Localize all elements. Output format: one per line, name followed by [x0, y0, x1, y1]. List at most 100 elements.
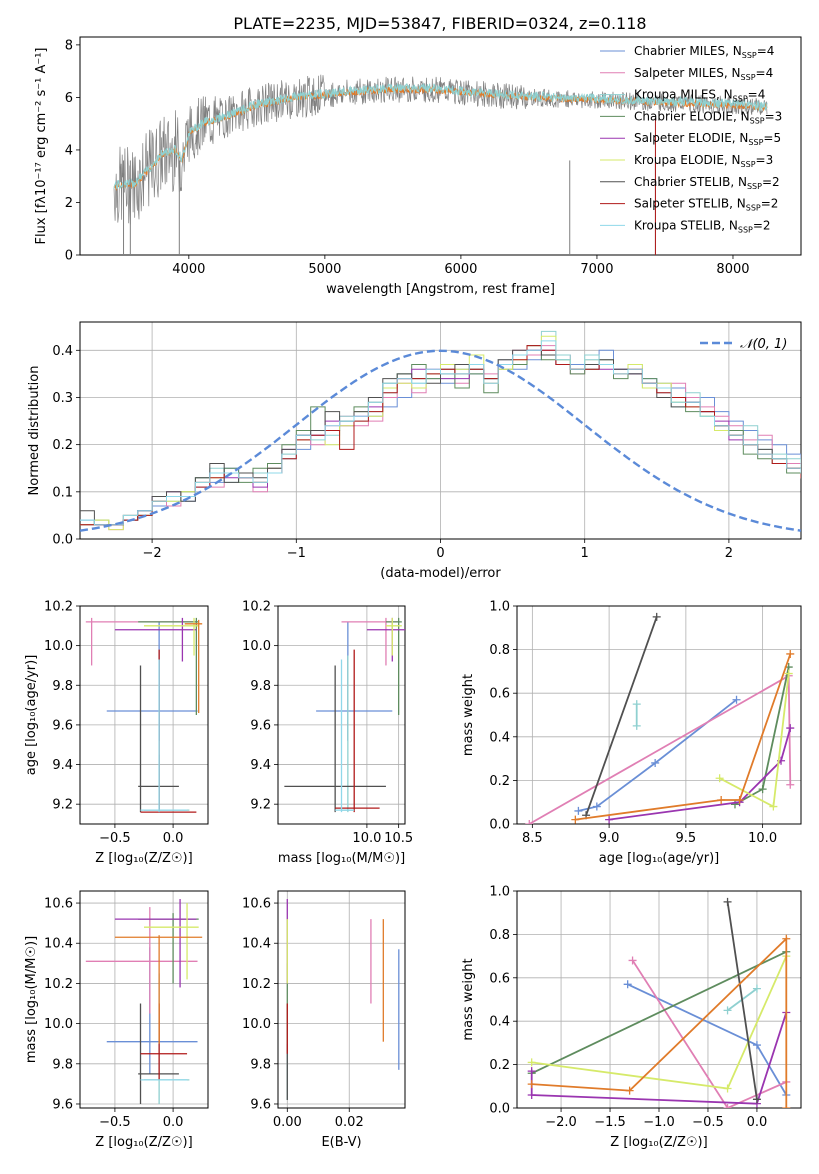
y-tick-label: 10.2	[44, 977, 73, 992]
weight-marker	[769, 802, 778, 811]
x-tick-label: 2	[725, 546, 733, 561]
errorbar-point	[114, 617, 197, 662]
x-axis-label: wavelength [Angstrom, rest frame]	[326, 282, 555, 297]
x-tick-label: 10.5	[384, 831, 413, 846]
histogram-series	[80, 345, 801, 531]
legend-label: Kroupa MILES, NSSP=4	[634, 88, 765, 104]
histogram-series	[80, 349, 801, 526]
y-tick-label: 1.0	[489, 600, 510, 615]
weight-marker	[717, 796, 726, 805]
legend-label: Salpeter ELODIE, NSSP=5	[634, 131, 781, 147]
panel-ebv_vs_mass: 0.00 0.02 9.6 9.8 10.0 10.2 10.4 10.6 E(B-V)	[242, 890, 406, 1150]
errorbar-point	[85, 617, 198, 666]
plot-area	[284, 617, 405, 813]
errorbar-point	[138, 617, 199, 715]
y-tick-label: 9.6	[250, 1097, 271, 1112]
errorbar-point	[341, 655, 355, 813]
y-axis-label: Normed distribution	[27, 366, 42, 496]
y-tick-label: 0.2	[489, 774, 510, 789]
x-tick-label: 0	[436, 546, 444, 561]
y-tick-label: 10.0	[44, 1017, 73, 1032]
y-tick-label: 0.3	[52, 391, 73, 406]
legend-label: Chabrier MILES, NSSP=4	[634, 44, 774, 60]
weight-marker	[605, 815, 614, 824]
y-tick-label: 0.8	[489, 643, 510, 658]
figure-title: PLATE=2235, MJD=53847, FIBERID=0324, z=0…	[233, 14, 646, 33]
x-tick-label: 10.0	[352, 831, 381, 846]
y-tick-label: 0.0	[52, 533, 73, 548]
y-tick-label: 9.6	[250, 718, 271, 733]
y-tick-label: 9.8	[52, 679, 73, 694]
errorbar-point	[138, 913, 199, 984]
panel-mass_weight_vs_Z: −2.0 −1.5 −1.0 −0.5 0.0 0.0 0.2 0.4 0.6 0.8 1.0 Z […	[461, 885, 802, 1150]
plot-area	[85, 617, 203, 813]
y-tick-label: 8	[65, 38, 73, 53]
y-tick-label: 1.0	[489, 885, 510, 900]
weight-marker	[752, 984, 761, 993]
plot-area	[527, 897, 791, 1108]
x-tick-label: 10.0	[748, 831, 777, 846]
weight-marker	[735, 796, 744, 805]
histogram-series	[80, 340, 801, 526]
y-tick-label: 10.4	[242, 937, 271, 952]
panel-spectrum: 4000 5000 6000 7000 8000 0 2 4 6 8 wavelength [Ang…	[34, 36, 802, 297]
errorbar-point	[335, 659, 355, 813]
y-tick-label: 9.8	[250, 1057, 271, 1072]
model-spectrum	[113, 82, 768, 189]
histogram-series	[80, 349, 801, 526]
x-tick-label: 9.5	[676, 831, 697, 846]
axes-frame	[516, 605, 802, 825]
weight-series	[531, 936, 788, 1108]
x-axis-label: E(B-V)	[321, 1135, 361, 1150]
panel-mass_vs_Z: −0.5 0.0 9.6 9.8 10.0 10.2 10.4 10.6 Z [log₁₀(Z/…	[24, 890, 209, 1150]
axes-frame	[277, 605, 406, 825]
weight-marker	[752, 1041, 761, 1050]
legend-label: Salpeter STELIB, NSSP=2	[634, 197, 778, 213]
y-tick-label: 10.6	[44, 897, 73, 912]
y-tick-label: 10.4	[44, 937, 73, 952]
legend-label: Kroupa STELIB, NSSP=2	[634, 218, 771, 234]
y-tick-label: 0.4	[489, 730, 510, 745]
errorbar-point	[140, 659, 188, 813]
weight-marker	[730, 800, 739, 809]
x-tick-label: 0.0	[163, 1115, 184, 1130]
x-tick-label: 7000	[580, 262, 613, 277]
plot-area	[85, 899, 203, 1104]
weight-marker	[732, 695, 741, 704]
errorbar-point	[114, 899, 197, 988]
weight-marker	[527, 1058, 536, 1067]
x-tick-label: 0.02	[335, 1115, 364, 1130]
y-tick-label: 6	[65, 91, 73, 106]
errorbar-point	[184, 619, 203, 714]
y-axis-label: age [log₁₀(age/yr)]	[24, 655, 39, 776]
y-tick-label: 9.8	[250, 679, 271, 694]
errorbar-point	[140, 649, 197, 813]
errorbar-point	[144, 754, 190, 813]
y-tick-label: 0	[65, 249, 73, 264]
y-tick-label: 0.2	[489, 1058, 510, 1073]
weight-marker	[592, 802, 601, 811]
axes-frame	[79, 321, 802, 540]
y-tick-label: 0.8	[489, 928, 510, 943]
weight-marker	[571, 815, 580, 824]
y-tick-label: 10.0	[242, 1017, 271, 1032]
weight-marker	[623, 980, 632, 989]
errorbar-point	[114, 935, 203, 1044]
weight-marker	[784, 669, 793, 678]
weight-marker	[786, 724, 795, 733]
y-tick-label: 10.2	[44, 600, 73, 615]
y-tick-label: 4	[65, 143, 73, 158]
weight-marker	[715, 774, 724, 783]
y-tick-label: 0.0	[489, 818, 510, 833]
histogram-series	[80, 349, 801, 526]
weight-marker	[651, 758, 660, 767]
errorbar-point	[385, 617, 402, 715]
y-tick-label: 9.4	[52, 758, 73, 773]
errorbar-point	[385, 617, 402, 656]
weight-marker	[723, 897, 732, 906]
weight-marker	[527, 1080, 536, 1089]
plot-area	[113, 74, 768, 255]
x-tick-label: −0.5	[99, 1115, 131, 1130]
y-axis-label: mass weight	[461, 958, 476, 1040]
